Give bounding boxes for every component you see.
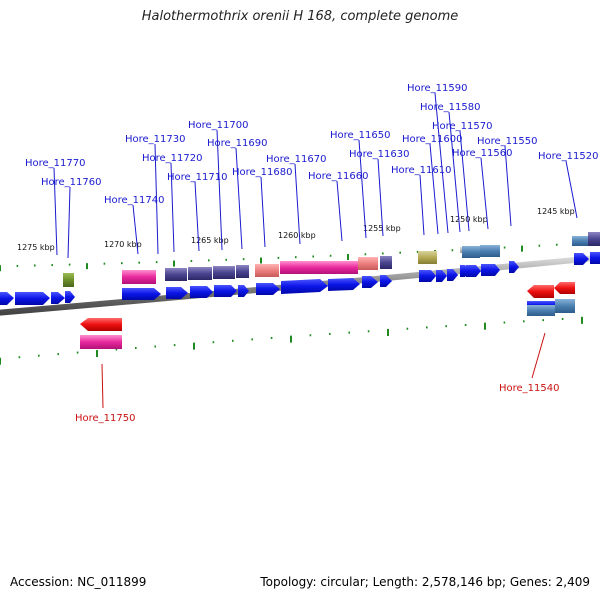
feature-block[interactable] — [555, 299, 575, 313]
cds-forward-row — [0, 252, 600, 305]
feature-block[interactable] — [236, 265, 249, 278]
cds-arrow[interactable] — [328, 278, 360, 291]
scale-ticks-inner — [0, 316, 583, 365]
gene-label-hore-11700[interactable]: Hore_11700 — [188, 120, 249, 131]
scale-label-1250: 1250 kbp — [450, 215, 488, 224]
cds-arrow[interactable] — [447, 269, 458, 281]
cds-arrow[interactable] — [481, 264, 500, 276]
cds-arrow[interactable] — [590, 252, 600, 264]
gene-label-hore-11610[interactable]: Hore_11610 — [391, 165, 452, 176]
gene-labels-top: Hore_11770 Hore_11760 Hore_11740 Hore_11… — [25, 83, 599, 206]
cds-arrow[interactable] — [0, 292, 14, 305]
feature-blocks-top — [63, 232, 600, 287]
gene-label-hore-11670[interactable]: Hore_11670 — [266, 154, 327, 165]
cds-arrow[interactable] — [574, 253, 589, 265]
cds-arrow[interactable] — [380, 275, 392, 287]
cds-arrow[interactable] — [436, 270, 447, 282]
cds-arrow[interactable] — [509, 261, 519, 273]
cds-arrow[interactable] — [214, 285, 237, 297]
gene-label-hore-11750[interactable]: Hore_11750 — [75, 413, 136, 424]
feature-block[interactable] — [213, 266, 235, 279]
gene-label-hore-11730[interactable]: Hore_11730 — [125, 134, 186, 145]
accession-label: Accession: NC_011899 — [10, 575, 147, 589]
cds-arrow[interactable] — [122, 288, 161, 300]
gene-label-hore-11520[interactable]: Hore_11520 — [538, 151, 599, 162]
gene-label-hore-11770[interactable]: Hore_11770 — [25, 158, 86, 169]
map-title: Halothermothrix orenii H 168, complete g… — [141, 9, 459, 24]
feature-block[interactable] — [462, 246, 480, 258]
gene-label-hore-11720[interactable]: Hore_11720 — [142, 153, 203, 164]
scale-label-1270: 1270 kbp — [104, 240, 142, 249]
gene-label-hore-11590[interactable]: Hore_11590 — [407, 83, 468, 94]
gene-label-hore-11650[interactable]: Hore_11650 — [330, 130, 391, 141]
genome-stats-label: Topology: circular; Length: 2,578,146 bp… — [260, 575, 590, 589]
scale-label-1260: 1260 kbp — [278, 231, 316, 240]
cds-arrow[interactable] — [15, 292, 50, 305]
gene-label-hore-11550[interactable]: Hore_11550 — [477, 136, 538, 147]
gene-label-hore-11580[interactable]: Hore_11580 — [420, 102, 481, 113]
gene-label-hore-11560[interactable]: Hore_11560 — [452, 148, 513, 159]
cds-arrow[interactable] — [362, 276, 378, 288]
cds-arrow-reverse[interactable] — [554, 282, 575, 294]
feature-block[interactable] — [280, 261, 358, 274]
leader-lines-top — [53, 92, 578, 259]
feature-block[interactable] — [572, 236, 588, 246]
cds-arrow[interactable] — [166, 287, 188, 299]
cds-arrow[interactable] — [281, 279, 328, 294]
scale-label-1275: 1275 kbp — [17, 243, 55, 252]
cds-arrow[interactable] — [256, 283, 280, 295]
feature-block[interactable] — [418, 251, 437, 264]
feature-block[interactable] — [480, 245, 500, 257]
feature-block[interactable] — [380, 256, 392, 269]
cds-arrow[interactable] — [238, 285, 249, 297]
cds-arrow-reverse[interactable] — [80, 318, 122, 331]
gene-label-hore-11680[interactable]: Hore_11680 — [232, 167, 293, 178]
gene-label-hore-11690[interactable]: Hore_11690 — [207, 138, 268, 149]
gene-label-hore-11660[interactable]: Hore_11660 — [308, 171, 369, 182]
cds-arrow[interactable] — [51, 292, 65, 304]
feature-block[interactable] — [358, 257, 378, 270]
leader-lines-bottom — [101, 332, 546, 409]
feature-block[interactable] — [588, 232, 600, 246]
cds-arrow[interactable] — [190, 286, 213, 298]
gene-labels-bottom: Hore_11750 Hore_11540 — [75, 383, 560, 424]
gene-label-hore-11570[interactable]: Hore_11570 — [432, 121, 493, 132]
gene-label-hore-11600[interactable]: Hore_11600 — [402, 134, 463, 145]
gene-label-hore-11540[interactable]: Hore_11540 — [499, 383, 560, 394]
gene-label-hore-11710[interactable]: Hore_11710 — [167, 172, 228, 183]
cds-arrow[interactable] — [65, 291, 75, 303]
feature-block[interactable] — [122, 270, 156, 284]
gene-label-hore-11740[interactable]: Hore_11740 — [104, 195, 165, 206]
feature-block[interactable] — [63, 273, 74, 287]
feature-block[interactable] — [188, 267, 212, 280]
gene-label-hore-11630[interactable]: Hore_11630 — [349, 149, 410, 160]
cds-reverse-row — [80, 282, 575, 349]
scale-ticks-outer — [0, 241, 593, 272]
scale-label-1245: 1245 kbp — [537, 207, 575, 216]
cds-arrow-reverse[interactable] — [527, 285, 554, 298]
scale-label-1265: 1265 kbp — [191, 236, 229, 245]
gene-label-hore-11760[interactable]: Hore_11760 — [41, 177, 102, 188]
scale-label-1255: 1255 kbp — [363, 224, 401, 233]
feature-block[interactable] — [255, 264, 279, 277]
cds-arrow[interactable] — [419, 270, 436, 282]
feature-block[interactable] — [165, 268, 187, 281]
feature-block[interactable] — [80, 335, 122, 349]
feature-block[interactable] — [527, 305, 555, 316]
cds-arrow[interactable] — [466, 265, 481, 277]
